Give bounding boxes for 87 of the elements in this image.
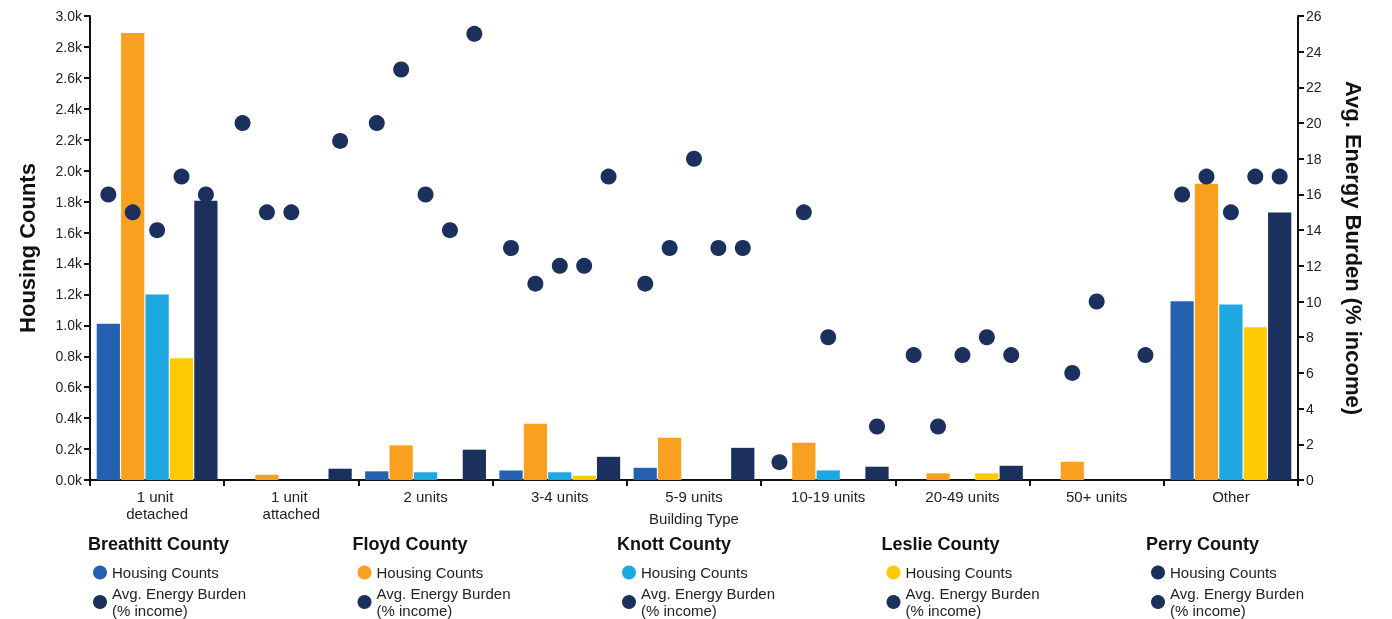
legend-label: Avg. Energy Burden (% income) <box>1170 585 1309 619</box>
y-tick-label: 3.0k <box>55 8 83 24</box>
y-tick-label: 0.4k <box>55 410 83 427</box>
bar <box>365 471 389 480</box>
bar <box>462 449 486 480</box>
y2-tick-label: 14 <box>1306 222 1322 239</box>
bar <box>792 442 816 480</box>
text: Leslie County <box>881 534 1000 554</box>
text: Knott County <box>617 534 731 554</box>
y-tick-label: 1.4k <box>55 255 83 272</box>
x-axis-title: Building Type <box>649 510 739 527</box>
y2-tick-label: 0 <box>1306 472 1314 488</box>
x-tick-label: 50+ units <box>1066 488 1128 505</box>
bar <box>1219 304 1243 480</box>
y2-tick-label: 22 <box>1306 79 1322 96</box>
x-tick-label: 1 unit attached <box>262 488 321 522</box>
x-tick-label: 1 unit detached <box>126 488 188 522</box>
bar <box>1194 183 1219 480</box>
x-tick-label: 2 units <box>403 488 448 505</box>
x-tick-label: 3-4 units <box>531 488 589 505</box>
bar <box>1170 301 1194 480</box>
bar <box>657 437 682 480</box>
text: Breathitt County <box>88 534 229 554</box>
legend-label: Housing Counts <box>112 564 219 581</box>
y2-tick-label: 4 <box>1306 400 1314 417</box>
y2-axis-title: Avg. Energy Burden (% income) <box>1340 80 1366 416</box>
bar <box>145 294 169 480</box>
bar <box>328 468 352 480</box>
x-tick-label: 20-49 units <box>925 488 1000 505</box>
y-tick-label: 0.8k <box>55 348 83 365</box>
bar <box>413 472 438 480</box>
y2-tick-label: 10 <box>1306 293 1322 310</box>
y-tick-label: 1.2k <box>55 286 83 303</box>
bar <box>596 456 621 480</box>
bar <box>1243 327 1267 480</box>
y2-tick-label: 8 <box>1306 329 1314 346</box>
legend-label: Avg. Energy Burden (% income) <box>641 585 780 619</box>
legend-label: Avg. Energy Burden (% income) <box>376 585 515 619</box>
bar <box>499 470 523 480</box>
bar <box>731 447 755 480</box>
y2-tick-label: 20 <box>1306 115 1322 132</box>
legend-label: Avg. Energy Burden (% income) <box>112 585 251 619</box>
y-axis-title: Housing Counts <box>14 163 40 333</box>
y2-tick-label: 6 <box>1306 364 1314 381</box>
y-tick-label: 2.6k <box>55 69 83 86</box>
y2-tick-label: 12 <box>1306 257 1322 274</box>
bar <box>389 445 413 480</box>
legend-label: Housing Counts <box>641 564 748 581</box>
y2-tick-label: 16 <box>1306 186 1322 203</box>
y-tick-label: 2.0k <box>55 162 83 179</box>
x-tick-label: 5-9 units <box>665 488 723 505</box>
legend-label: Avg. Energy Burden (% income) <box>905 585 1044 619</box>
text: Perry County <box>1146 534 1260 554</box>
legend-label: Housing Counts <box>1170 564 1277 581</box>
bar <box>926 473 950 480</box>
y-tick-label: 1.6k <box>55 224 83 241</box>
bar <box>999 465 1023 480</box>
bar <box>865 466 889 480</box>
y-tick-label: 2.2k <box>55 131 83 148</box>
y2-tick-label: 24 <box>1306 43 1322 60</box>
bar <box>633 467 657 480</box>
bar <box>816 470 840 480</box>
text: Floyd County <box>352 534 468 554</box>
bar <box>121 33 145 480</box>
y-tick-label: 1.8k <box>55 193 83 210</box>
bar <box>96 323 120 480</box>
y-tick-label: 2.4k <box>55 100 83 117</box>
y-tick-label: 1.0k <box>55 317 83 334</box>
y-tick-label: 2.8k <box>55 38 83 55</box>
bar <box>1268 212 1292 480</box>
x-tick-label: 10-19 units <box>791 488 866 505</box>
y2-tick-label: 18 <box>1306 150 1322 167</box>
bar <box>523 423 547 480</box>
legend-label: Housing Counts <box>905 564 1013 581</box>
bar <box>169 358 194 480</box>
bar <box>255 474 279 480</box>
y2-tick-label: 2 <box>1306 436 1314 453</box>
y-tick-label: 0.6k <box>55 379 83 396</box>
y-tick-label: 0.0k <box>55 472 83 488</box>
y2-tick-label: 26 <box>1306 8 1322 24</box>
legend-label: Housing Counts <box>376 564 484 581</box>
bar <box>1060 461 1084 480</box>
y-tick-label: 0.2k <box>55 441 83 458</box>
x-tick-label: Other <box>1212 488 1250 505</box>
bar <box>548 472 572 480</box>
bar <box>975 473 999 480</box>
bar <box>572 475 596 480</box>
